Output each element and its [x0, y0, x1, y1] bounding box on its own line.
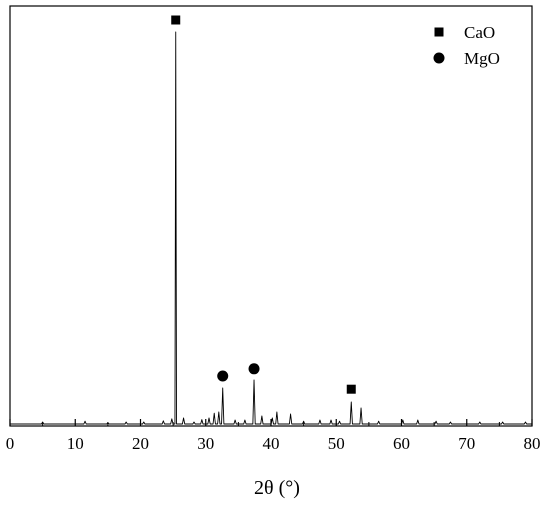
cao-peak-marker — [171, 15, 181, 25]
legend-label: CaO — [464, 23, 495, 42]
x-tick-label: 30 — [197, 434, 214, 453]
x-tick-label: 0 — [6, 434, 15, 453]
x-tick-label: 20 — [132, 434, 149, 453]
x-tick-label: 10 — [67, 434, 84, 453]
plot-frame — [9, 5, 533, 427]
x-tick-label: 40 — [263, 434, 280, 453]
legend-square-marker — [434, 27, 444, 37]
legend-label: MgO — [464, 49, 500, 68]
x-axis-ticks: 0 10 20 30 40 50 60 70 80 — [6, 419, 541, 453]
x-tick-label: 80 — [524, 434, 541, 453]
mgo-peak-marker — [248, 363, 260, 375]
xrd-pattern-line — [10, 31, 532, 425]
peak-markers — [171, 15, 356, 394]
x-tick-label: 50 — [328, 434, 345, 453]
cao-peak-marker — [346, 384, 356, 394]
legend-circle-marker — [433, 52, 445, 64]
x-tick-label: 60 — [393, 434, 410, 453]
x-axis-title: 2θ (°) — [254, 477, 300, 499]
x-tick-label: 70 — [458, 434, 475, 453]
legend: CaO MgO — [433, 23, 500, 68]
mgo-peak-marker — [217, 370, 229, 382]
